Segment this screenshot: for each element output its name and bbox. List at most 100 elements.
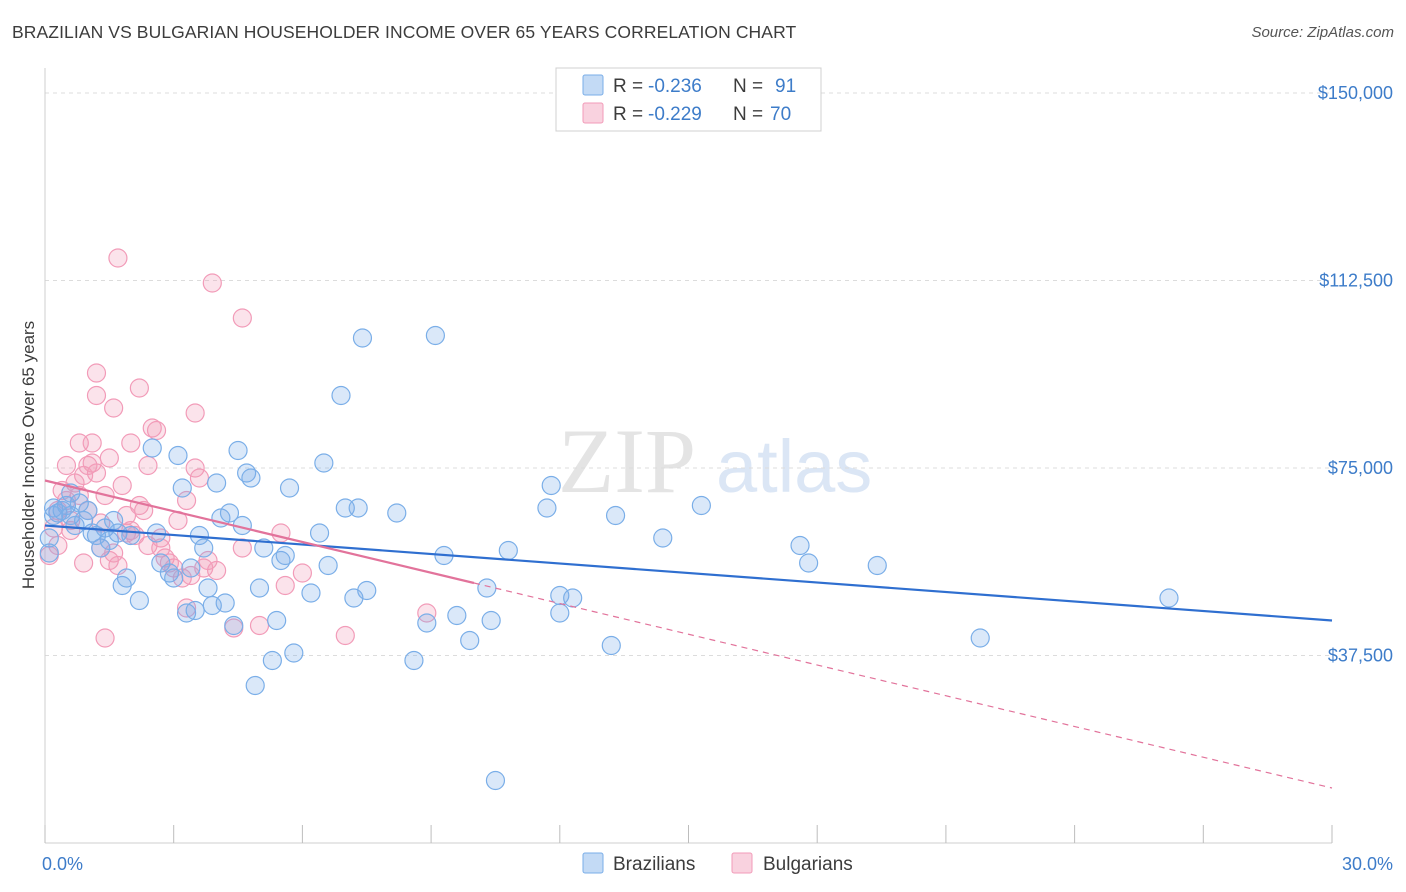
brazilians-point (78, 500, 98, 521)
brazilians-point (275, 545, 295, 566)
brazilians-point (129, 590, 149, 611)
brazilians-point (202, 595, 222, 616)
brazilians-point (601, 635, 621, 656)
bulgarians-point (185, 458, 205, 478)
bulgarians-point (82, 433, 102, 453)
legend-r-label-bulgarians: R = (613, 104, 643, 125)
brazilians-point (279, 478, 300, 498)
bottom-legend-brazilians: Brazilians (613, 854, 695, 875)
y-tick-label: $150,000 (1318, 83, 1393, 103)
legend-swatch-brazilians (582, 74, 604, 96)
bulgarians-point (138, 455, 158, 476)
bulgarians-point (104, 543, 124, 563)
brazilians-point (228, 440, 248, 461)
brazilians-point (447, 605, 467, 626)
bulgarians-point (185, 403, 205, 423)
brazilians-point (417, 613, 437, 633)
bulgarians-point (121, 433, 141, 453)
chart-title: BRAZILIAN VS BULGARIAN HOUSEHOLDER INCOM… (12, 22, 797, 42)
brazilians-point (172, 478, 192, 498)
legend-n-label-bulgarians: N = (733, 104, 763, 125)
bulgarians-point (112, 475, 132, 496)
bulgarians-point (146, 420, 167, 441)
brazilians-point (284, 643, 304, 663)
tick-labels: $37,500 $75,000 $112,500 $150,000 0.0% 30.0% (42, 83, 1393, 874)
bulgarians-point (86, 385, 107, 406)
bulgarians-point (74, 465, 94, 486)
bulgarians-point (99, 448, 119, 468)
brazilians-point (485, 770, 506, 791)
brazilians-point (301, 583, 321, 603)
bulgarians-point (104, 398, 124, 418)
brazilians-point (116, 568, 137, 588)
brazilians-point (537, 498, 557, 518)
bulgarians-point (176, 490, 197, 511)
brazilians-point (314, 453, 334, 473)
bulgarians-point (151, 538, 171, 558)
chart-source: Source: ZipAtlas.com (1251, 24, 1394, 41)
brazilians-point (309, 523, 330, 543)
grid-lines (45, 92, 1332, 656)
bulgarians-point (335, 625, 355, 646)
brazilians-point (331, 385, 351, 406)
brazilians-point (348, 498, 368, 518)
bulgarians-trend-line-extension (473, 582, 1333, 789)
watermark-atlas: atlas (716, 425, 872, 508)
legend-n-value-bulgarians: 70 (770, 104, 791, 125)
bulgarians-point (232, 538, 252, 558)
brazilians-point (318, 555, 338, 576)
brazilians-point (74, 510, 94, 531)
legend-n-value-brazilians: 91 (775, 76, 796, 97)
brazilians-point (262, 650, 282, 671)
x-tick-label-max: 30.0% (1342, 854, 1393, 874)
brazilians-point (404, 650, 424, 671)
legend-r-value-brazilians: -0.236 (648, 76, 702, 97)
legend: R = -0.236 N = 91 R = -0.229 N = 70 (555, 67, 822, 132)
bulgarians-point (249, 615, 270, 636)
brazilians-point (39, 543, 59, 563)
brazilians-point (352, 328, 373, 348)
bulgarians-point (95, 628, 115, 648)
bulgarians-point (74, 553, 94, 573)
bulgarians-point (129, 378, 149, 398)
bulgarians-point (275, 575, 295, 596)
brazilians-point (563, 588, 583, 608)
brazilians-point (241, 468, 261, 488)
axes (44, 68, 1333, 844)
watermark-zip: ZIP (558, 410, 696, 512)
brazilians-point (481, 610, 501, 631)
brazilians-point (185, 600, 205, 621)
bulgarians-point (108, 248, 128, 268)
y-tick-label: $75,000 (1328, 458, 1393, 478)
brazilians-point (194, 538, 214, 558)
watermark: ZIP atlas (558, 410, 872, 512)
brazilians-point (387, 503, 407, 523)
legend-box (555, 67, 822, 132)
bulgarians-point (56, 455, 77, 476)
brazilians-point (460, 630, 480, 651)
brazilians-point (477, 578, 497, 598)
bulgarians-point (86, 363, 107, 383)
brazilians-point (224, 615, 244, 636)
brazilians-point (245, 675, 265, 696)
bottom-legend: Brazilians Bulgarians (582, 852, 853, 875)
brazilians-point (168, 445, 188, 466)
bulgarians-point (232, 308, 252, 328)
brazilians-point (970, 628, 990, 648)
brazilians-point (43, 505, 64, 526)
brazilians-point (198, 578, 218, 598)
brazilians-point (799, 553, 819, 573)
bulgarians-point (207, 560, 227, 581)
brazilians-point (142, 438, 162, 458)
brazilians-point (653, 528, 673, 548)
legend-r-value-bulgarians: -0.229 (648, 104, 702, 125)
brazilians-point (39, 528, 59, 548)
x-tick-label-min: 0.0% (42, 854, 83, 874)
brazilians-point (254, 538, 274, 558)
brazilians-point (181, 558, 201, 578)
brazilians-point (691, 495, 711, 516)
brazilians-point (219, 503, 240, 523)
bottom-legend-swatch-bulgarians (731, 852, 753, 874)
legend-n-label-brazilians: N = (733, 76, 763, 97)
brazilians-point (605, 505, 626, 526)
